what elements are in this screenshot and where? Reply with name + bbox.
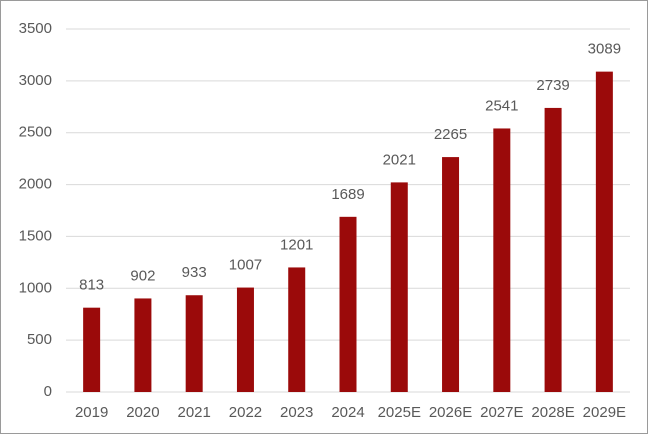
x-tick-label: 2021 (177, 404, 210, 421)
x-tick-label: 2024 (331, 404, 364, 421)
x-tick-label: 2025E (378, 404, 421, 421)
data-label: 2265 (434, 126, 467, 143)
x-tick-label: 2026E (429, 404, 472, 421)
x-tick-label: 2020 (126, 404, 159, 421)
y-tick-label: 1000 (19, 279, 52, 296)
bar (185, 295, 203, 392)
y-tick-label: 2500 (19, 124, 52, 141)
data-label: 3089 (588, 41, 621, 58)
bar (595, 71, 613, 392)
x-tick-label: 2023 (280, 404, 313, 421)
y-tick-label: 500 (27, 331, 52, 348)
bar (288, 267, 306, 392)
y-tick-label: 0 (44, 383, 52, 400)
data-label: 1689 (331, 186, 364, 203)
data-label: 1201 (280, 236, 313, 253)
bar (236, 287, 254, 392)
data-label: 1007 (229, 257, 262, 274)
data-label: 2021 (383, 151, 416, 168)
data-label: 813 (79, 277, 104, 294)
y-tick-label: 3000 (19, 72, 52, 89)
y-tick-label: 1500 (19, 227, 52, 244)
bar (442, 157, 460, 392)
bar (493, 128, 511, 392)
data-label: 2541 (485, 97, 518, 114)
y-tick-label: 3500 (19, 20, 52, 37)
x-tick-label: 2022 (229, 404, 262, 421)
bar (390, 182, 408, 392)
y-tick-label: 2000 (19, 176, 52, 193)
data-label: 902 (130, 267, 155, 284)
bar (544, 107, 562, 392)
data-label: 2739 (536, 77, 569, 94)
x-tick-label: 2027E (480, 404, 523, 421)
x-tick-label: 2019 (75, 404, 108, 421)
data-label: 933 (182, 264, 207, 281)
x-tick-label: 2028E (531, 404, 574, 421)
bar (83, 307, 101, 392)
bar (134, 298, 152, 392)
x-tick-label: 2029E (583, 404, 626, 421)
bar (339, 216, 357, 392)
